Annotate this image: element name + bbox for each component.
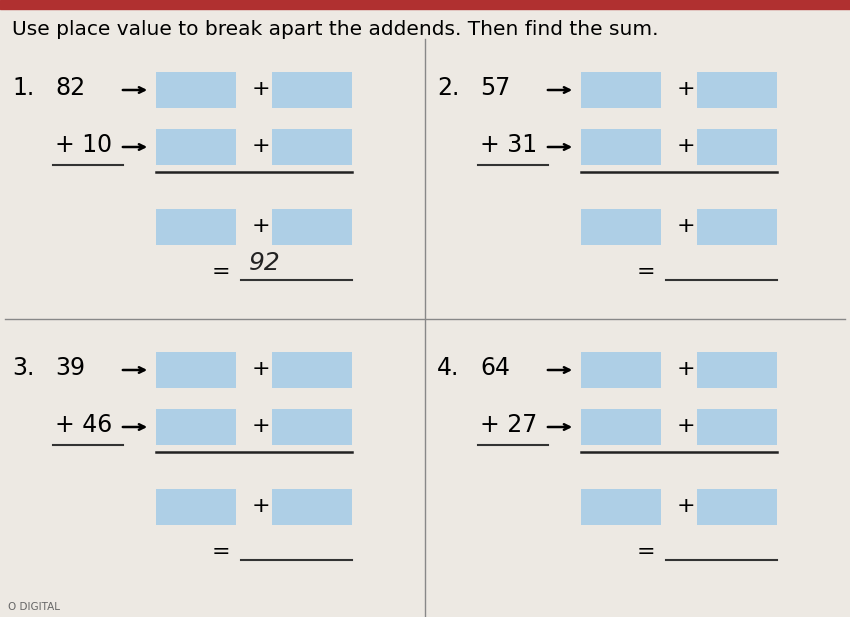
Text: +: + (252, 359, 270, 379)
Bar (156, 72, 236, 108)
Text: =: = (212, 542, 230, 562)
Bar (581, 489, 661, 525)
Bar (272, 352, 352, 388)
Text: +: + (677, 79, 695, 99)
Bar (0, 0, 850, 9)
Bar (581, 409, 661, 445)
Text: + 46: + 46 (55, 413, 112, 437)
Text: 92: 92 (249, 251, 280, 275)
Text: O DIGITAL: O DIGITAL (8, 602, 60, 612)
Text: + 31: + 31 (480, 133, 537, 157)
Text: +: + (252, 416, 270, 436)
Text: + 10: + 10 (55, 133, 112, 157)
Bar (156, 409, 236, 445)
Bar (156, 209, 236, 245)
Bar (697, 489, 777, 525)
Text: +: + (677, 216, 695, 236)
Text: 1.: 1. (12, 76, 34, 100)
Text: 57: 57 (480, 76, 510, 100)
Text: 39: 39 (55, 356, 85, 380)
Bar (272, 72, 352, 108)
Bar (697, 409, 777, 445)
Bar (156, 489, 236, 525)
Text: Use place value to break apart the addends. Then find the sum.: Use place value to break apart the adden… (12, 20, 659, 39)
Bar (581, 209, 661, 245)
Bar (697, 129, 777, 165)
Bar (272, 129, 352, 165)
Text: +: + (677, 416, 695, 436)
Text: + 27: + 27 (480, 413, 537, 437)
Text: 82: 82 (55, 76, 85, 100)
Text: +: + (252, 136, 270, 156)
Text: +: + (677, 136, 695, 156)
Bar (697, 72, 777, 108)
Text: +: + (677, 359, 695, 379)
Text: =: = (637, 262, 655, 282)
Text: +: + (252, 79, 270, 99)
Text: =: = (637, 542, 655, 562)
Bar (697, 209, 777, 245)
Bar (697, 352, 777, 388)
Text: +: + (252, 216, 270, 236)
Text: =: = (212, 262, 230, 282)
Bar (272, 409, 352, 445)
Text: +: + (677, 496, 695, 516)
Bar (581, 129, 661, 165)
Bar (581, 72, 661, 108)
Bar (581, 352, 661, 388)
Text: +: + (252, 496, 270, 516)
Text: 64: 64 (480, 356, 510, 380)
Bar (156, 129, 236, 165)
Text: 2.: 2. (437, 76, 459, 100)
Text: 3.: 3. (12, 356, 34, 380)
Bar (156, 352, 236, 388)
Bar (272, 489, 352, 525)
Bar (272, 209, 352, 245)
Text: 4.: 4. (437, 356, 459, 380)
